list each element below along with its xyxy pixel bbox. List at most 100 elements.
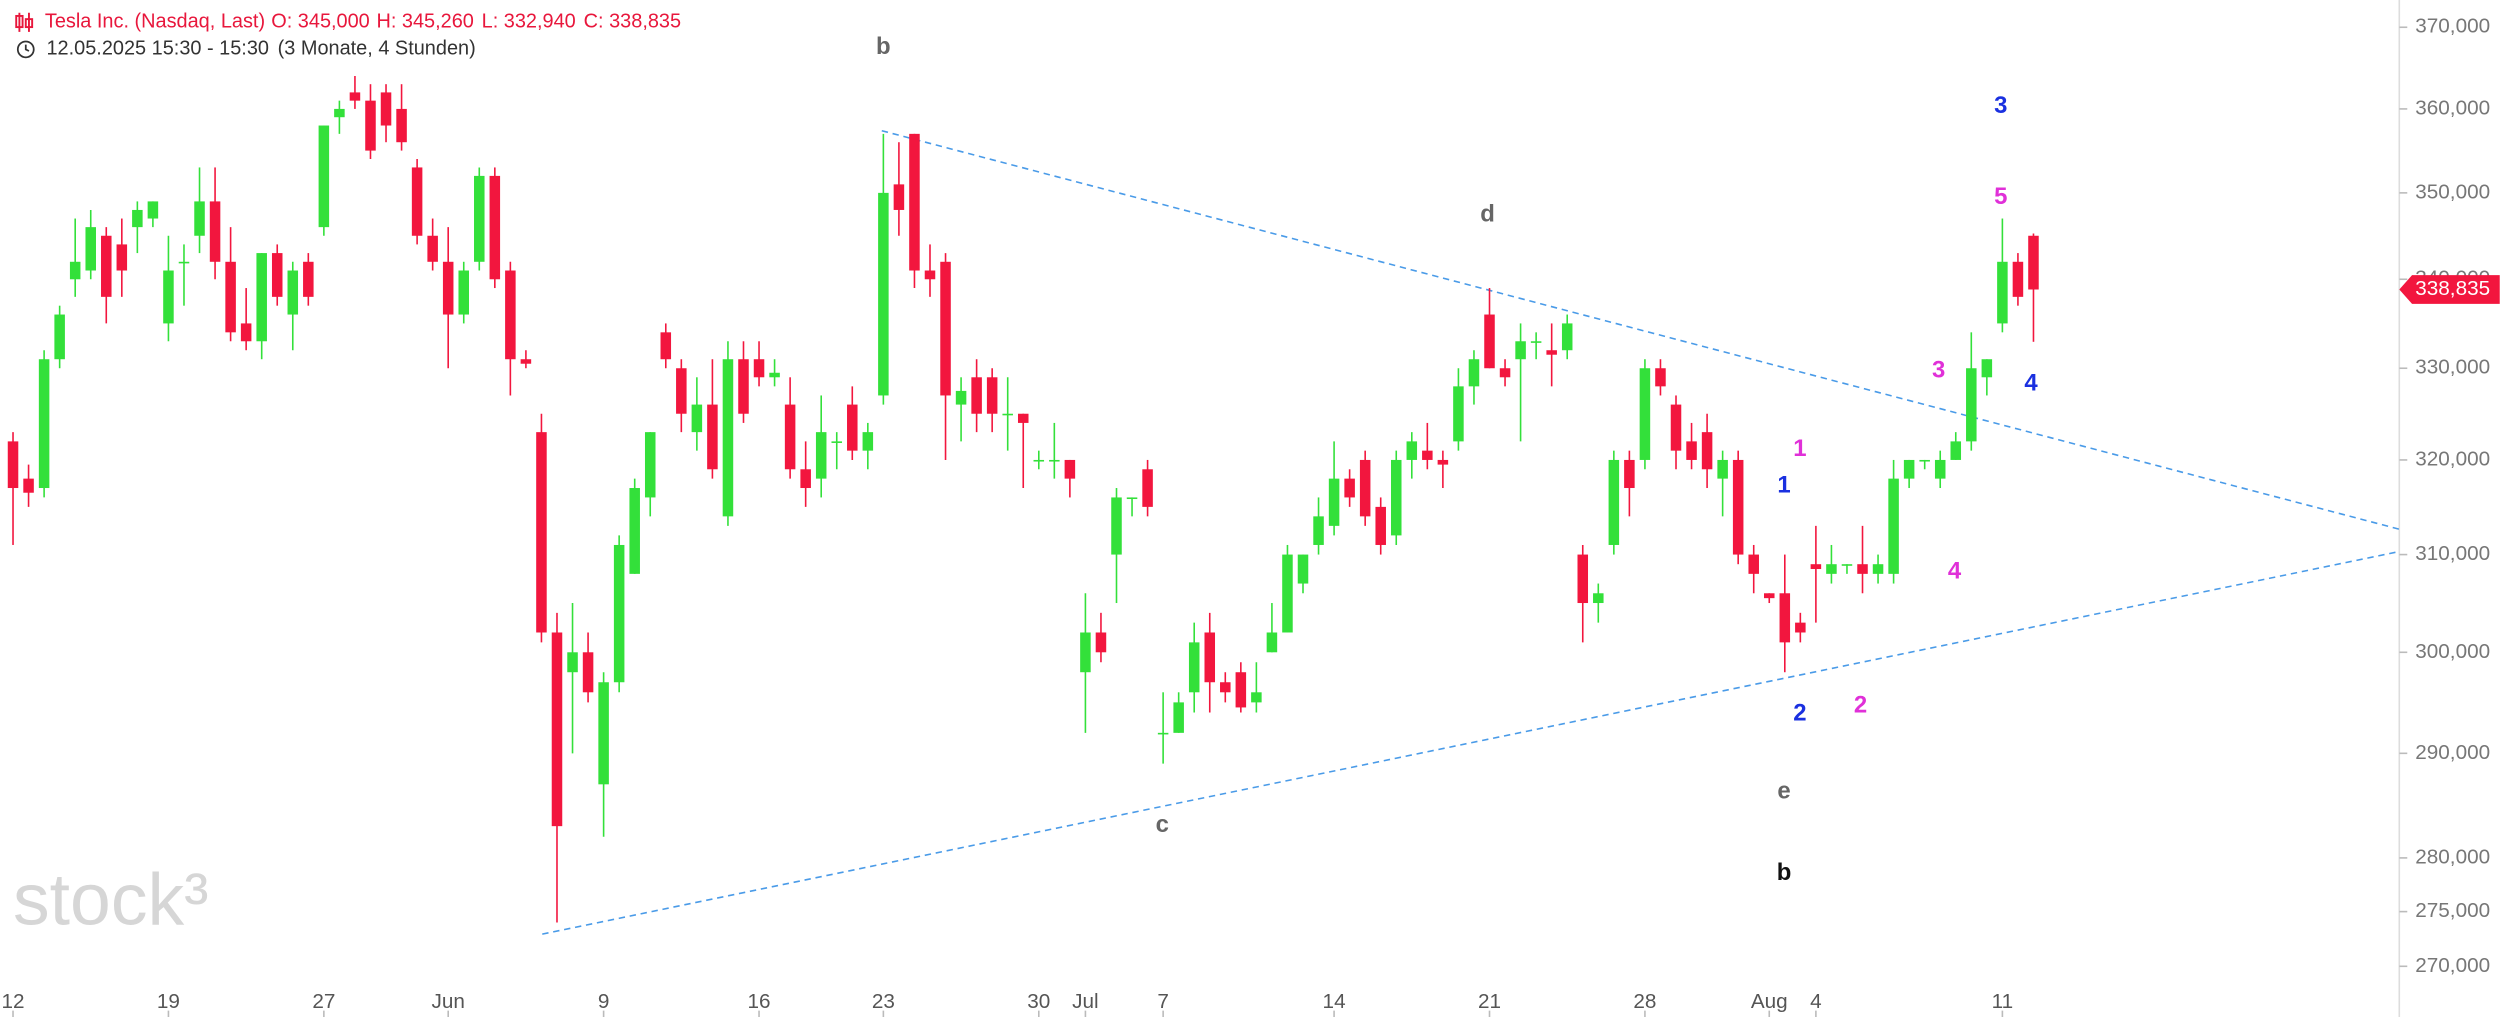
candle-body	[1002, 413, 1013, 416]
x-tick-label: Jul	[1072, 990, 1099, 1013]
candle-body	[847, 404, 858, 451]
candle-body	[1049, 459, 1060, 462]
candle-body	[1934, 459, 1946, 479]
symbol-icon	[15, 12, 34, 32]
candle-body	[365, 100, 376, 151]
candle-body	[1919, 459, 1930, 462]
candle-body	[147, 201, 159, 219]
x-tick-label: 28	[1633, 990, 1656, 1013]
candle-body	[567, 652, 578, 673]
candle-body	[1639, 368, 1651, 460]
candle-body	[489, 175, 501, 280]
wave-label: e	[1777, 778, 1790, 805]
candle-body	[1297, 554, 1309, 584]
candle-body	[116, 244, 128, 271]
candle-body	[722, 359, 734, 517]
wave-label: 5	[1994, 183, 2007, 210]
candle-body	[1655, 368, 1666, 387]
candle-body	[862, 432, 874, 451]
candle-body	[815, 432, 827, 479]
candle-body	[334, 108, 345, 118]
y-tick-label: 310,000	[2415, 542, 2490, 565]
candle-body	[132, 209, 143, 228]
candle-body	[1220, 682, 1231, 693]
candle-body	[1422, 450, 1433, 460]
candle-body	[1530, 341, 1542, 343]
candle-body	[1670, 404, 1682, 451]
candle-body	[38, 359, 50, 489]
x-tick-label: 11	[1992, 990, 2014, 1013]
candle-body	[1810, 564, 1822, 570]
candle-body	[442, 261, 454, 315]
candle-body	[769, 372, 780, 378]
candle-body	[1313, 516, 1324, 545]
candle-body	[1701, 432, 1713, 470]
candle-body	[1950, 441, 1962, 460]
candle-body	[1080, 632, 1091, 673]
candle-body	[1546, 350, 1557, 355]
candle-body	[318, 125, 330, 228]
candle-body	[54, 314, 65, 360]
candle-body	[1344, 478, 1355, 498]
candle-body	[971, 377, 982, 414]
candle-body	[7, 441, 19, 489]
candle-body	[1826, 564, 1837, 574]
candle-body	[613, 544, 625, 683]
candle-body	[1717, 459, 1728, 479]
candle-body	[1903, 459, 1915, 479]
y-tick-label: 360,000	[2415, 96, 2490, 119]
x-tick-label: Aug	[1751, 990, 1788, 1013]
candle-body	[163, 270, 174, 324]
candle-body	[909, 133, 920, 271]
candle-body	[753, 359, 765, 378]
candle-body	[1997, 261, 2008, 324]
candle-body	[240, 323, 252, 342]
candle-body	[1453, 386, 1464, 442]
wave-label: b	[876, 33, 891, 60]
wave-label: 1	[1777, 471, 1790, 498]
candle-body	[629, 488, 640, 574]
candle-body	[924, 270, 936, 280]
candle-body	[986, 377, 998, 414]
candle-body	[1795, 622, 1806, 633]
candle-body	[178, 261, 190, 264]
candle-body	[955, 390, 967, 405]
ohlc-open: O: 345,000	[271, 11, 370, 33]
y-tick-label: 350,000	[2415, 180, 2490, 203]
candle-body	[1266, 632, 1278, 653]
candle-body	[380, 92, 392, 126]
y-tick-label: 270,000	[2415, 954, 2490, 977]
candle-body	[1126, 497, 1138, 500]
candle-body	[1763, 593, 1775, 599]
trendline-upper	[881, 129, 2400, 530]
candle-body	[1033, 459, 1045, 462]
candle-body	[1484, 314, 1495, 369]
x-tick-label: 30	[1027, 990, 1050, 1013]
candle-body	[1872, 564, 1884, 574]
candle-body	[1328, 478, 1340, 526]
candle-body	[411, 167, 423, 236]
last-price-tag	[2399, 275, 2500, 304]
candle-body	[1375, 506, 1386, 545]
ohlc-close: C: 338,835	[584, 11, 681, 33]
y-tick-label: 275,000	[2415, 899, 2490, 922]
trendline-lower	[542, 550, 2400, 935]
ohlc-high: H: 345,260	[376, 11, 473, 33]
candle-body	[1686, 441, 1697, 460]
candle-body	[1732, 459, 1744, 555]
candle-body	[1561, 323, 1573, 351]
x-tick-label: 23	[872, 990, 895, 1013]
wave-label: 1	[1793, 435, 1806, 462]
last-price-label: 338,835	[2415, 277, 2490, 300]
wave-label: 4	[1948, 558, 1962, 585]
wave-label: 3	[1932, 357, 1945, 384]
candle-body	[1390, 459, 1402, 536]
candle-body	[1142, 469, 1153, 507]
candle-body	[784, 404, 796, 470]
candle-body	[551, 632, 563, 827]
candle-body	[1437, 459, 1449, 465]
candle-body	[520, 359, 532, 364]
candle-body	[1608, 459, 1620, 545]
candle-body	[1515, 341, 1526, 360]
clock-icon	[16, 40, 35, 59]
